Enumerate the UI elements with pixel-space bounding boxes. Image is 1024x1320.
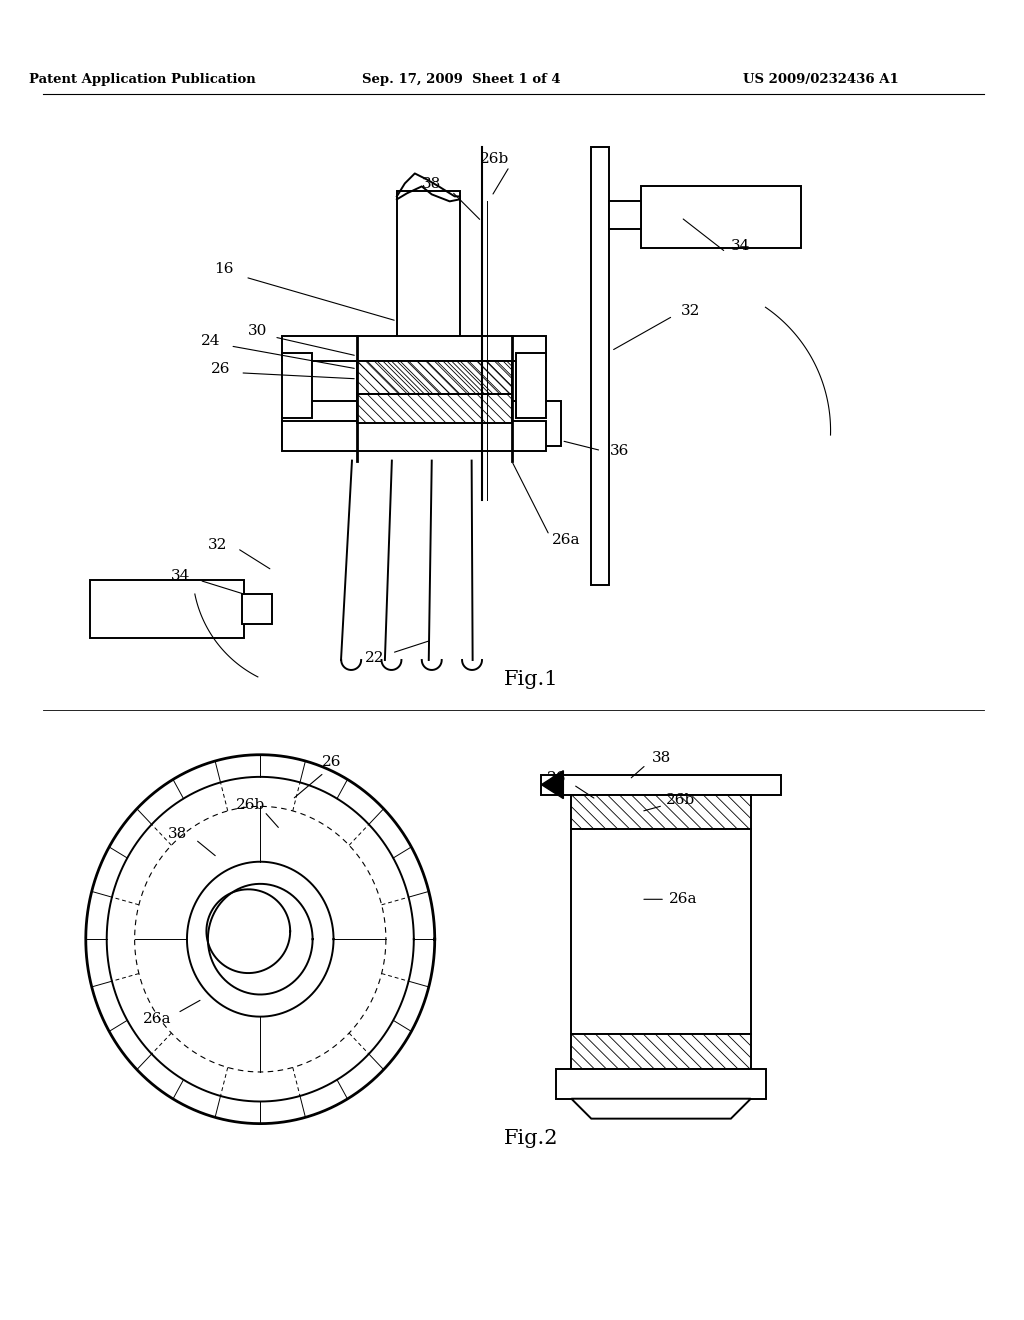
Text: Fig.2: Fig.2 xyxy=(504,1129,559,1148)
Polygon shape xyxy=(542,771,563,799)
Text: 26a: 26a xyxy=(669,892,697,907)
Bar xyxy=(397,191,460,391)
Bar xyxy=(283,337,547,360)
Bar xyxy=(357,393,512,422)
Bar xyxy=(571,795,751,829)
Text: Fig.1: Fig.1 xyxy=(504,671,559,689)
Polygon shape xyxy=(571,1098,751,1118)
Text: 36: 36 xyxy=(609,444,629,458)
Text: 30: 30 xyxy=(248,323,267,338)
Text: 22: 22 xyxy=(366,651,385,665)
Bar xyxy=(243,594,272,624)
Bar xyxy=(283,421,547,450)
Text: 16: 16 xyxy=(215,263,234,276)
Text: 38: 38 xyxy=(651,751,671,764)
Text: 38: 38 xyxy=(168,828,187,841)
Text: 26: 26 xyxy=(547,771,566,784)
Bar xyxy=(609,202,641,230)
Text: 32: 32 xyxy=(208,539,227,552)
Text: 26b: 26b xyxy=(480,153,509,166)
Text: 26: 26 xyxy=(211,362,230,376)
Text: 26b: 26b xyxy=(236,797,265,812)
Bar xyxy=(641,186,801,248)
Bar xyxy=(571,1034,751,1069)
Bar xyxy=(542,775,780,795)
Text: 24: 24 xyxy=(201,334,220,348)
Text: 26: 26 xyxy=(323,755,342,768)
Text: Patent Application Publication: Patent Application Publication xyxy=(30,73,256,86)
Bar xyxy=(556,1069,766,1098)
Text: Sep. 17, 2009  Sheet 1 of 4: Sep. 17, 2009 Sheet 1 of 4 xyxy=(362,73,561,86)
Text: 26b: 26b xyxy=(667,792,695,807)
Bar xyxy=(591,147,609,585)
Bar xyxy=(283,352,312,417)
Text: 32: 32 xyxy=(681,304,700,318)
Text: 34: 34 xyxy=(731,239,751,253)
Bar xyxy=(90,581,245,638)
Bar xyxy=(283,401,561,446)
Text: 26a: 26a xyxy=(143,1012,172,1026)
Bar xyxy=(357,360,512,393)
Text: 38: 38 xyxy=(422,177,441,191)
Text: US 2009/0232436 A1: US 2009/0232436 A1 xyxy=(742,73,898,86)
Bar xyxy=(516,352,547,417)
Bar xyxy=(571,829,751,1034)
Text: 26a: 26a xyxy=(552,533,581,548)
Text: 34: 34 xyxy=(171,569,190,583)
